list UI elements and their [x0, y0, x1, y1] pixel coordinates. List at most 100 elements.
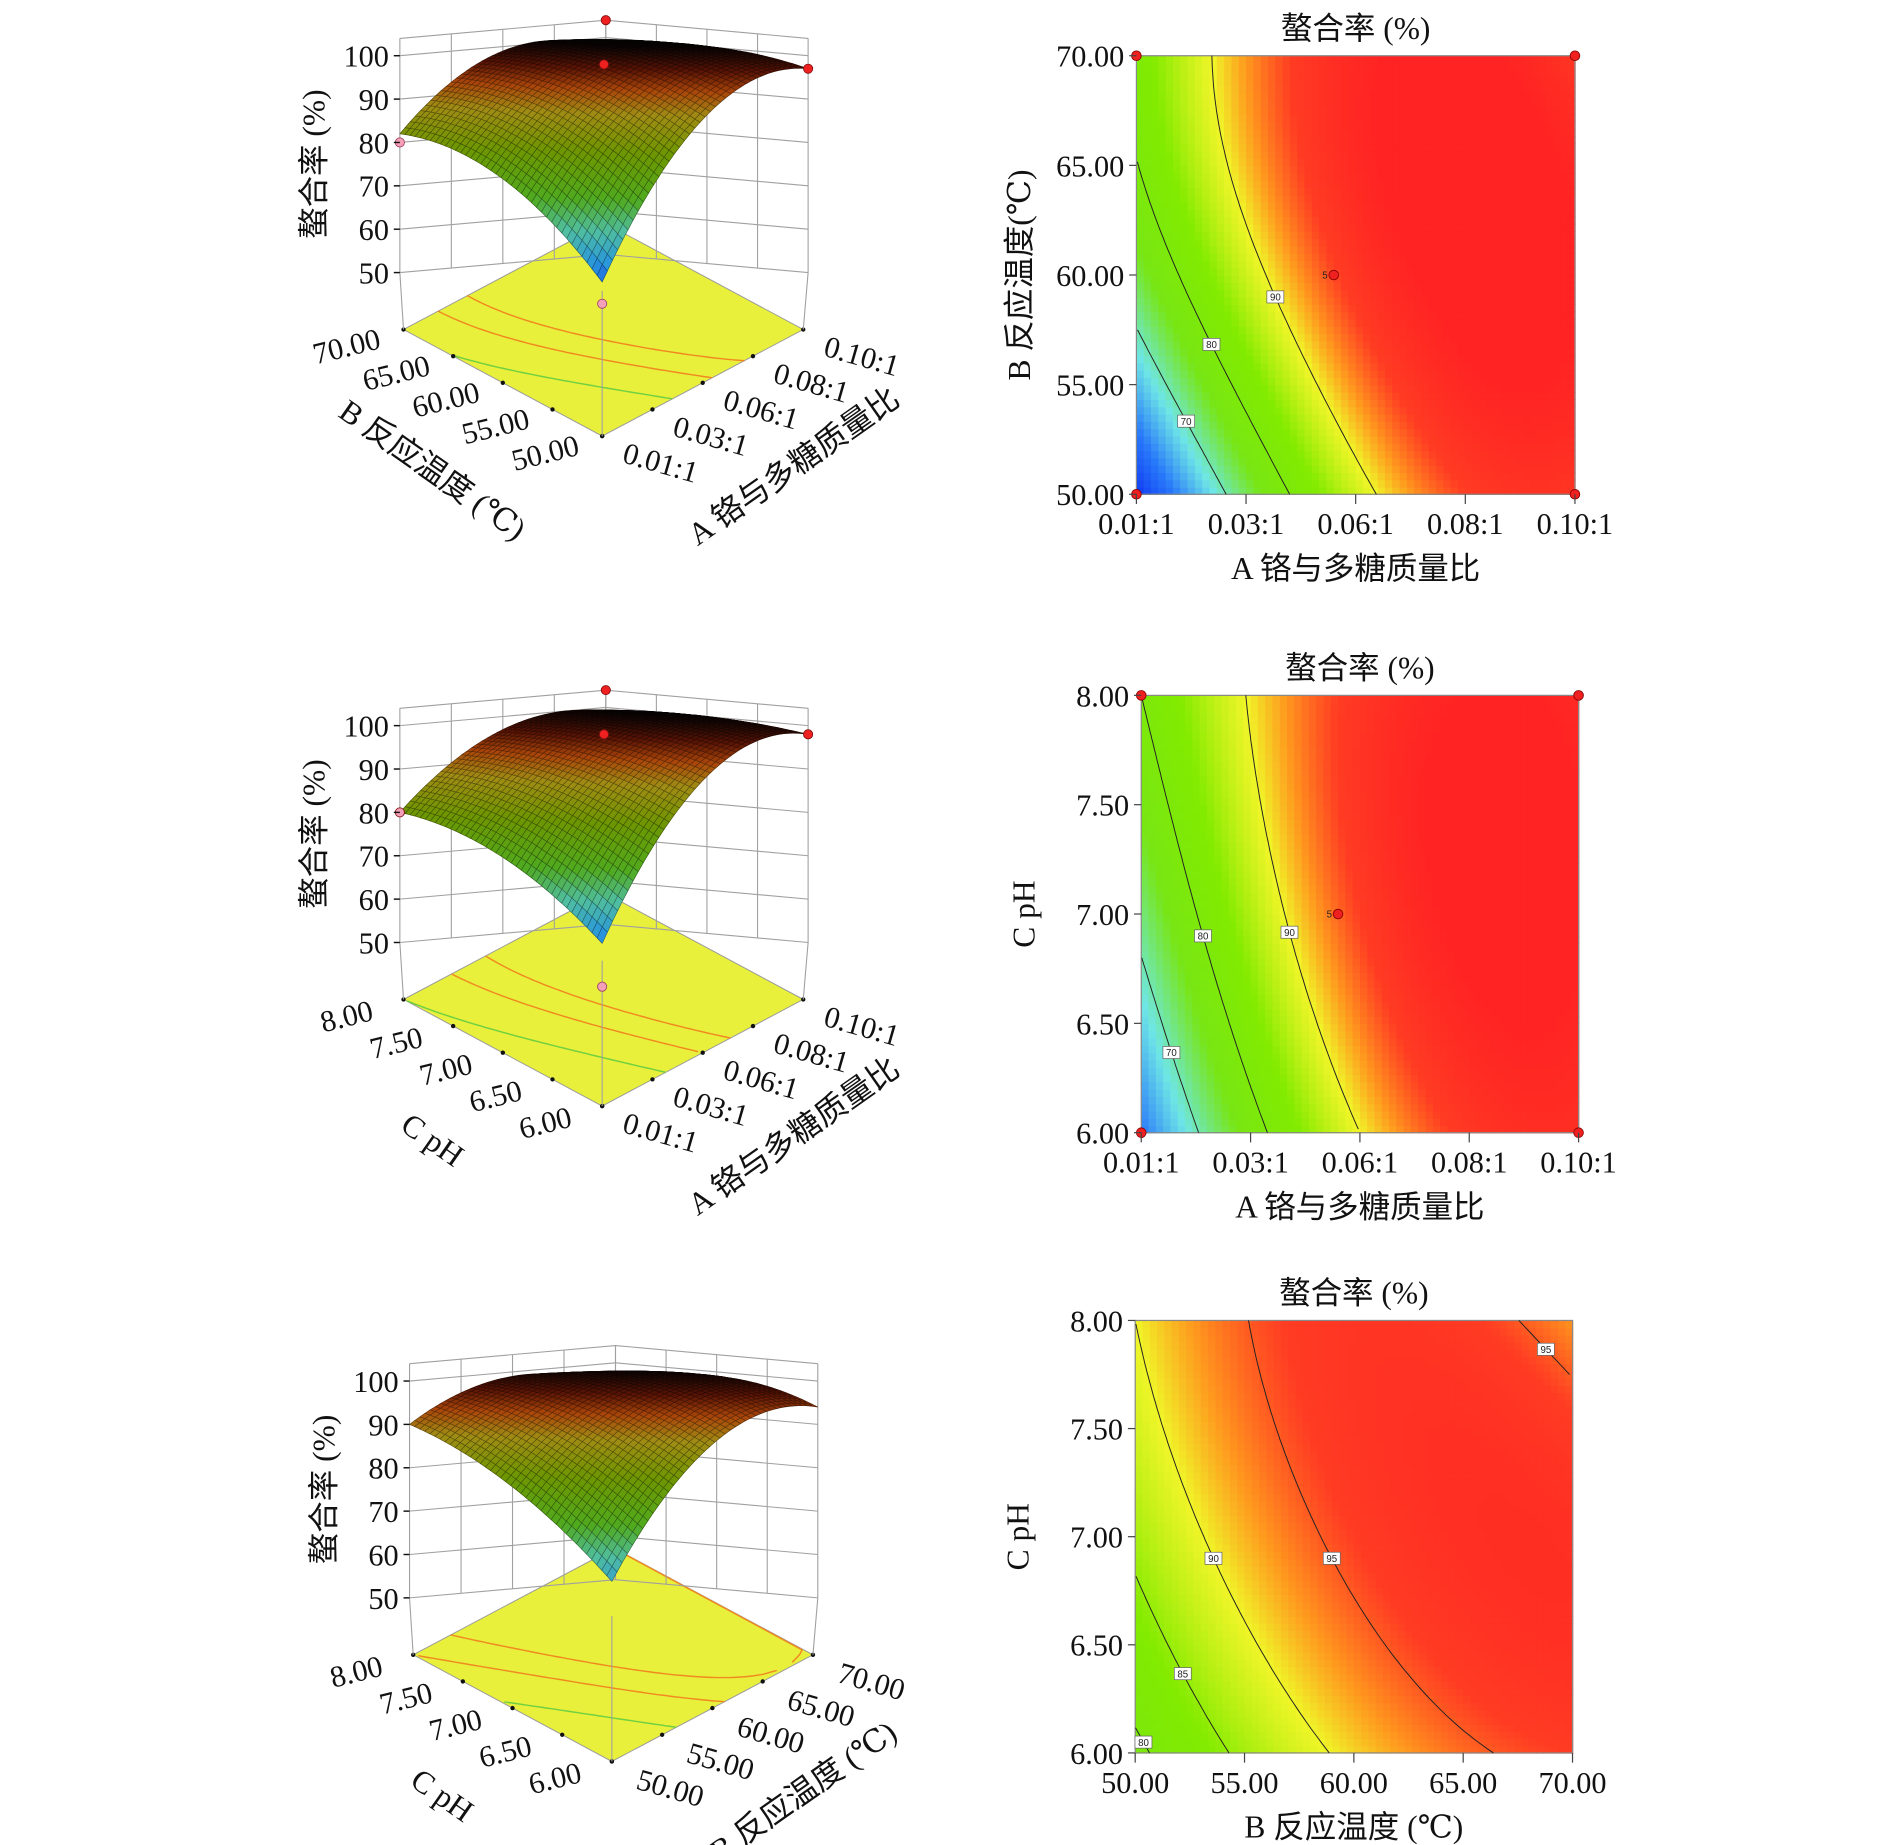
heatmap-cell	[1377, 472, 1386, 481]
heatmap-cell	[1319, 348, 1328, 357]
heatmap-cell	[1216, 318, 1225, 327]
heatmap-cell	[1297, 84, 1306, 93]
heatmap-cell	[1370, 450, 1379, 459]
heatmap-cell	[1253, 158, 1262, 167]
heatmap-cell	[1253, 384, 1262, 393]
heatmap-cell	[1202, 179, 1211, 189]
heatmap-cell	[1392, 391, 1401, 400]
heatmap-cell	[1297, 245, 1306, 254]
heatmap-cell	[1319, 99, 1328, 108]
heatmap-cell	[1392, 231, 1401, 240]
heatmap-cell	[1319, 63, 1328, 72]
heatmap-cell	[1494, 106, 1503, 115]
heatmap-cell	[1523, 348, 1532, 357]
heatmap-cell	[1165, 216, 1174, 225]
heatmap-cell	[1531, 84, 1540, 93]
heatmap-cell	[1531, 274, 1540, 284]
heatmap-cell	[1311, 253, 1320, 262]
heatmap-cell	[1421, 187, 1430, 196]
heatmap-cell	[1414, 472, 1423, 481]
heatmap-cell	[1458, 435, 1467, 444]
heatmap-cell	[1436, 348, 1445, 357]
heatmap-cell	[1267, 479, 1276, 488]
heatmap-cell	[1289, 231, 1298, 240]
heatmap-cell	[1421, 63, 1430, 72]
heatmap-cell	[1450, 114, 1459, 123]
heatmap-cell	[1516, 399, 1525, 408]
heatmap-cell	[1143, 114, 1152, 123]
heatmap-cell	[1165, 326, 1174, 335]
heatmap-cell	[1224, 362, 1233, 371]
heatmap-cell	[1414, 289, 1423, 298]
heatmap-cell	[1238, 450, 1247, 459]
heatmap-cell	[1194, 399, 1203, 408]
heatmap-cell	[1392, 165, 1401, 174]
heatmap-cell	[1450, 370, 1459, 379]
heatmap-cell	[1472, 296, 1481, 305]
heatmap-cell	[1333, 348, 1342, 357]
heatmap-cell	[1165, 172, 1174, 181]
heatmap-cell	[1406, 457, 1415, 466]
heatmap-cell	[1275, 333, 1284, 342]
heatmap-cell	[1509, 318, 1518, 327]
heatmap-cell	[1172, 194, 1181, 203]
heatmap-cell	[1428, 143, 1437, 152]
heatmap-cell	[1216, 231, 1225, 240]
heatmap-cell	[1516, 172, 1525, 181]
heatmap-cell	[1194, 340, 1203, 349]
heatmap-cell	[1180, 70, 1189, 79]
floor-tick	[401, 327, 406, 332]
heatmap-cell	[1392, 406, 1401, 415]
heatmap-cell	[1275, 77, 1284, 86]
heatmap-cell	[1246, 348, 1255, 357]
heatmap-cell	[1253, 172, 1262, 181]
heatmap-cell	[1238, 253, 1247, 262]
heatmap-cell	[1421, 318, 1430, 327]
heatmap-cell	[1370, 443, 1379, 452]
heatmap-cell	[1282, 348, 1291, 357]
heatmap-cell	[1443, 63, 1452, 72]
heatmap-cell	[1151, 450, 1160, 459]
heatmap-cell	[1509, 238, 1518, 247]
heatmap-cell	[1158, 179, 1167, 189]
heatmap-cell	[1472, 209, 1481, 218]
heatmap-cell	[1523, 223, 1532, 232]
heatmap-cell	[1450, 472, 1459, 481]
heatmap-cell	[1333, 443, 1342, 452]
heatmap-cell	[1348, 326, 1357, 335]
heatmap-cell	[1180, 114, 1189, 123]
heatmap-cell	[1187, 179, 1196, 189]
heatmap-cell	[1377, 296, 1386, 305]
heatmap-cell	[1479, 435, 1488, 444]
heatmap-cell	[1267, 355, 1276, 364]
heatmap-cell	[1436, 158, 1445, 167]
heatmap-cell	[1458, 274, 1467, 284]
heatmap-cell	[1501, 77, 1510, 86]
heatmap-cell	[1136, 143, 1145, 152]
heatmap-cell	[1289, 406, 1298, 415]
heatmap-cell	[1158, 216, 1167, 225]
heatmap-cell	[1333, 289, 1342, 298]
heatmap-cell	[1370, 158, 1379, 167]
heatmap-cell	[1458, 428, 1467, 437]
heatmap-cell	[1406, 428, 1415, 437]
heatmap-cell	[1136, 435, 1145, 444]
heatmap-cell	[1246, 399, 1255, 408]
heatmap-cell	[1165, 121, 1174, 130]
heatmap-cell	[1523, 304, 1532, 313]
heatmap-cell	[1531, 304, 1540, 313]
heatmap-cell	[1443, 326, 1452, 335]
heatmap-cell	[1392, 377, 1401, 386]
heatmap-cell	[1202, 84, 1211, 93]
heatmap-cell	[1494, 428, 1503, 437]
heatmap-cell	[1275, 260, 1284, 269]
heatmap-cell	[1289, 99, 1298, 108]
heatmap-cell	[1355, 136, 1364, 145]
heatmap-cell	[1275, 318, 1284, 327]
heatmap-cell	[1143, 92, 1152, 101]
heatmap-cell	[1355, 435, 1364, 444]
heatmap-cell	[1136, 121, 1145, 130]
heatmap-cell	[1377, 326, 1386, 335]
heatmap-cell	[1348, 406, 1357, 415]
heatmap-cell	[1253, 457, 1262, 466]
